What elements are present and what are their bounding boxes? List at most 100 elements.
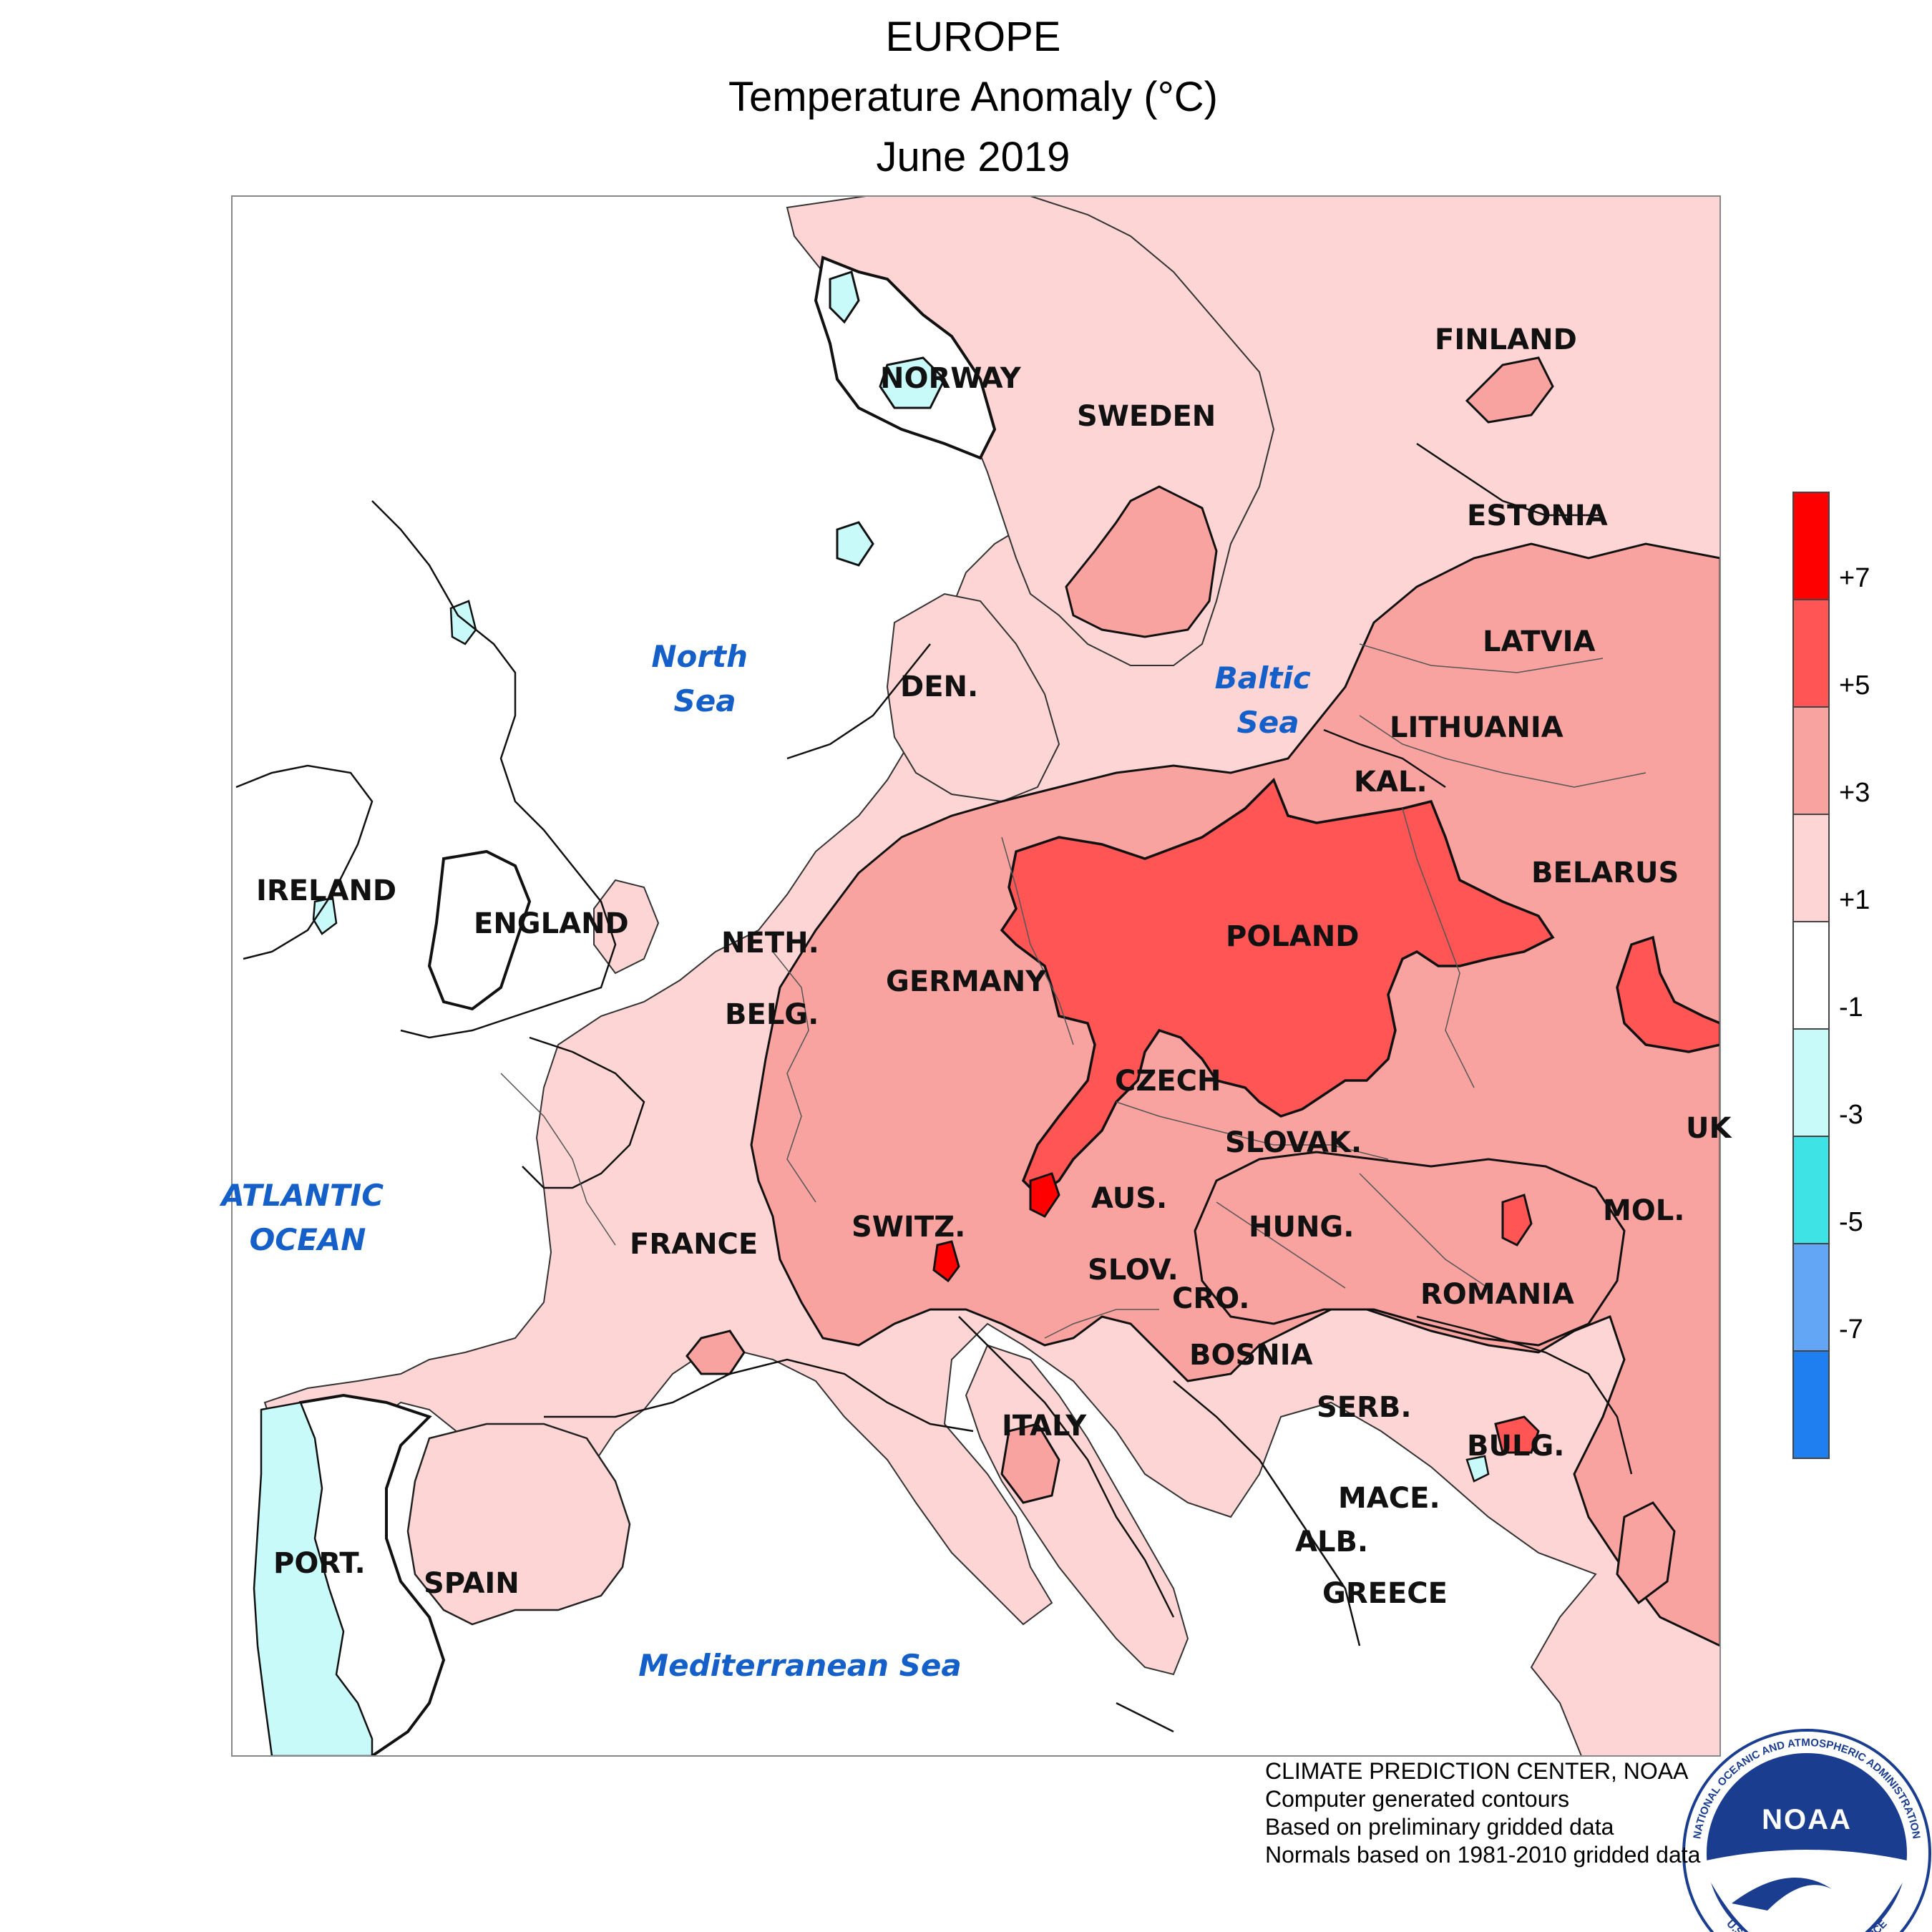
anomaly-region-minus3to1-norway-a: [879, 356, 946, 409]
legend-color-bar: [1792, 492, 1830, 1459]
anomaly-region-minus3to1-bulgaria: [1465, 1455, 1490, 1483]
legend-tick-label: -3: [1839, 1100, 1863, 1130]
label-baltic-sea-line2: Sea: [1236, 705, 1299, 740]
legend-swatch: [1792, 1136, 1830, 1244]
anomaly-region-3to5: [750, 542, 1720, 1647]
label-moldova: MOL.: [1603, 1194, 1685, 1227]
anomaly-region-neutral-uk: [427, 849, 532, 1011]
map-period-title: June 2019: [876, 134, 1070, 180]
label-atlantic-line1: ATLANTIC: [219, 1178, 384, 1213]
label-atlantic-line2: OCEAN: [250, 1222, 366, 1257]
anomaly-region-1to3-denmark: [886, 592, 1060, 803]
legend-swatch: [1792, 1243, 1830, 1352]
label-bosnia: BOSNIA: [1189, 1339, 1313, 1372]
label-netherlands: NETH.: [721, 927, 819, 960]
label-sweden: SWEDEN: [1077, 400, 1216, 433]
label-england: ENGLAND: [474, 907, 629, 940]
anomaly-region-above7-bulgaria: [1494, 1415, 1540, 1454]
anomaly-region-5to7-romania: [1501, 1194, 1533, 1246]
anomaly-region-minus3to1-portugal: [253, 1401, 374, 1756]
map-region-title: EUROPE: [885, 14, 1061, 60]
label-kaliningrad: KAL.: [1354, 766, 1428, 799]
map-field: [232, 196, 1720, 1756]
legend: +7 +5 +3 +1 -1 -3 -5 -7: [1792, 492, 1870, 1459]
legend-tick-label: +3: [1839, 778, 1870, 808]
anomaly-region-minus3to1-norway-c: [829, 270, 860, 324]
label-romania: ROMANIA: [1420, 1278, 1574, 1311]
label-mediterranean-sea: Mediterranean Sea: [638, 1648, 961, 1683]
label-portugal: PORT.: [273, 1547, 366, 1580]
label-ukraine: UK: [1686, 1112, 1732, 1145]
legend-tick-label: -1: [1839, 992, 1863, 1023]
logo-wordmark: NOAA: [1762, 1804, 1852, 1835]
anomaly-region-neutral-norway: [814, 255, 997, 460]
label-switzerland: SWITZ.: [852, 1211, 965, 1244]
label-finland: FINLAND: [1435, 323, 1577, 356]
anomaly-region-5to7-poland: [1000, 777, 1555, 1197]
legend-swatch: [1792, 1350, 1830, 1459]
anomaly-region-minus3to1-norway-b: [836, 521, 874, 567]
label-latvia: LATVIA: [1483, 625, 1595, 658]
country-borders: [500, 643, 1646, 1339]
label-albania: ALB.: [1295, 1526, 1368, 1558]
anomaly-region-5to7-belarus: [1616, 935, 1720, 1053]
label-baltic-sea: Baltic Sea: [1215, 660, 1322, 740]
label-italy: ITALY: [1002, 1410, 1087, 1443]
credit-line-4: Normals based on 1981-2010 gridded data: [1265, 1842, 1701, 1868]
label-spain: SPAIN: [424, 1567, 519, 1600]
legend-swatch: [1792, 921, 1830, 1030]
credit-line-1: CLIMATE PREDICTION CENTER, NOAA: [1265, 1758, 1689, 1784]
label-denmark: DEN.: [900, 670, 978, 703]
label-slovenia: SLOV.: [1088, 1254, 1179, 1287]
credit-line-2: Computer generated contours: [1265, 1786, 1570, 1812]
label-lithuania: LITHUANIA: [1390, 711, 1563, 744]
credit-line-3: Based on preliminary gridded data: [1265, 1814, 1614, 1840]
sea-labels: North Sea Baltic Sea ATLANTIC OCEAN Medi…: [219, 639, 1322, 1683]
label-austria: AUS.: [1091, 1182, 1167, 1215]
map-frame: [231, 195, 1721, 1757]
anomaly-region-3to5-italy: [1000, 1423, 1060, 1504]
anomaly-region-above7-switzerland: [932, 1240, 960, 1283]
label-atlantic-ocean: ATLANTIC OCEAN: [219, 1178, 394, 1257]
label-germany: GERMANY: [886, 965, 1047, 998]
anomaly-region-3to5-finland: [1465, 356, 1554, 424]
credits-block: CLIMATE PREDICTION CENTER, NOAA Computer…: [1265, 1757, 1700, 1869]
label-baltic-sea-line1: Baltic: [1215, 660, 1311, 696]
legend-tick-labels: +7 +5 +3 +1 -1 -3 -5 -7: [1839, 563, 1870, 1345]
label-belgium: BELG.: [725, 998, 819, 1031]
legend-swatch: [1792, 1028, 1830, 1137]
anomaly-region-above7-alps: [1029, 1172, 1060, 1218]
label-slovakia: SLOVAK.: [1225, 1126, 1362, 1159]
anomaly-region-3to5-greece: [1616, 1501, 1676, 1605]
label-north-sea-line1: North: [651, 639, 748, 674]
country-labels: NORWAY SWEDEN FINLAND ESTONIA LATVIA LIT…: [256, 323, 1732, 1610]
logo-gull: [1732, 1878, 1832, 1911]
label-ireland: IRELAND: [256, 874, 396, 907]
legend-swatch: [1792, 599, 1830, 708]
anomaly-region-3to5-sweden: [1065, 485, 1218, 638]
legend-swatch: [1792, 814, 1830, 922]
label-estonia: ESTONIA: [1467, 499, 1608, 532]
legend-tick-label: +7: [1839, 563, 1870, 593]
label-poland: POLAND: [1226, 920, 1359, 953]
anomaly-region-3to5-southeast: [1194, 1151, 1626, 1347]
legend-tick-label: -7: [1839, 1314, 1863, 1345]
anomaly-region-minus3to1-scotland: [449, 600, 477, 645]
legend-swatch: [1792, 706, 1830, 815]
label-macedonia: MACE.: [1338, 1482, 1440, 1515]
label-greece: GREECE: [1322, 1577, 1448, 1610]
label-france: FRANCE: [630, 1228, 758, 1261]
logo-wave: [1707, 1850, 1907, 1932]
label-bulgaria: BULG.: [1467, 1430, 1564, 1463]
label-north-sea-line2: Sea: [673, 683, 736, 718]
noaa-logo: NOAA NATIONAL OCEANIC AND ATMOSPHERIC AD…: [1682, 1729, 1931, 1932]
label-belarus: BELARUS: [1531, 857, 1679, 889]
legend-swatch: [1792, 492, 1830, 600]
label-croatia: CRO.: [1172, 1282, 1249, 1315]
legend-tick-label: +1: [1839, 885, 1870, 915]
label-north-sea: North Sea: [651, 639, 758, 718]
label-hungary: HUNG.: [1249, 1211, 1354, 1244]
coastlines: [235, 442, 1633, 1733]
label-norway: NORWAY: [880, 362, 1022, 395]
